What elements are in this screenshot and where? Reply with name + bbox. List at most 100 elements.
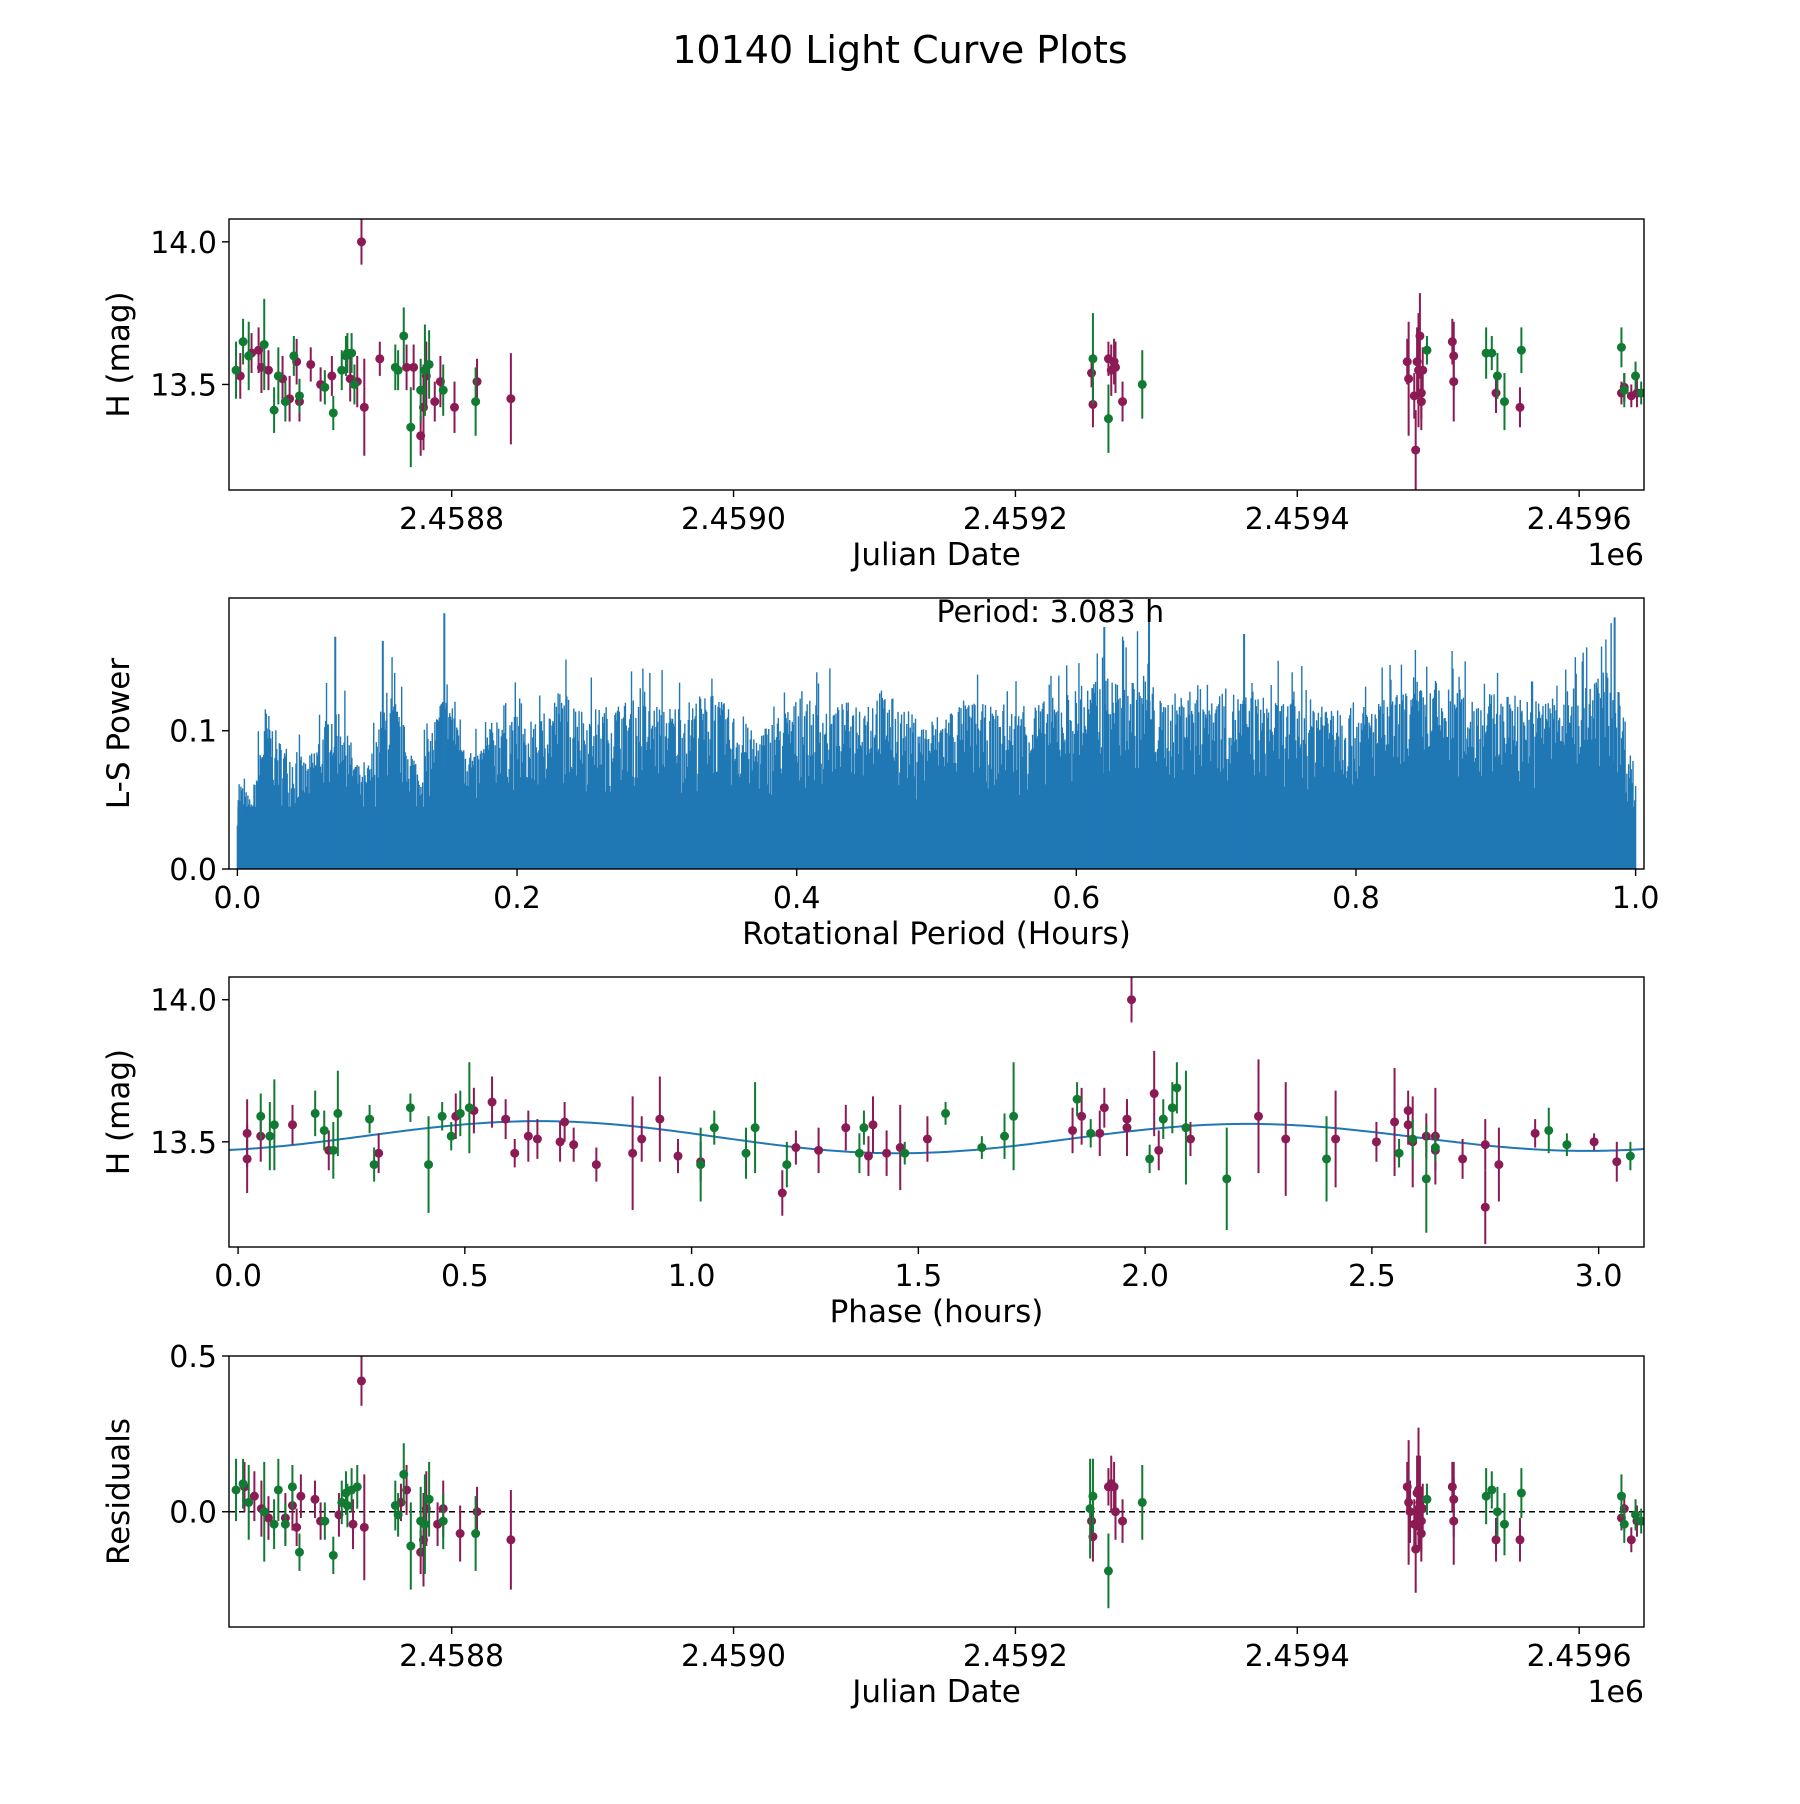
- y-axis-label: H (mag): [101, 291, 137, 417]
- data-point: [1491, 1535, 1501, 1545]
- data-point: [1415, 331, 1425, 341]
- data-point: [841, 1123, 851, 1133]
- data-point: [1390, 1117, 1400, 1127]
- data-point: [328, 1550, 338, 1560]
- data-point: [1636, 388, 1644, 398]
- data-point: [455, 1529, 465, 1539]
- data-point: [328, 408, 338, 418]
- data-point: [1404, 1497, 1414, 1507]
- axes-frame: [228, 976, 1645, 1248]
- data-point: [1612, 1157, 1622, 1167]
- data-point: [472, 1507, 482, 1517]
- axes-frame: [228, 218, 1645, 491]
- data-point: [1616, 1491, 1626, 1501]
- data-point: [1254, 1111, 1264, 1121]
- x-tick-label: 2.4588: [399, 502, 504, 537]
- data-point: [1480, 1202, 1490, 1212]
- y-axis-label: L-S Power: [101, 658, 137, 809]
- data-point: [1371, 1137, 1381, 1147]
- data-point: [231, 1485, 241, 1495]
- data-point: [1137, 379, 1147, 389]
- data-point: [1422, 1494, 1432, 1504]
- data-point: [1422, 345, 1432, 355]
- data-point: [1449, 1494, 1459, 1504]
- data-point: [1492, 371, 1502, 381]
- plot-area: [236, 606, 1637, 869]
- series-green: [256, 1062, 1635, 1233]
- data-point: [1544, 1125, 1554, 1135]
- data-point: [342, 1501, 352, 1511]
- data-point: [941, 1108, 951, 1118]
- data-point: [273, 371, 283, 381]
- data-point: [259, 1507, 269, 1517]
- data-point: [628, 1148, 638, 1158]
- series-purple: [242, 977, 1622, 1245]
- data-point: [406, 1541, 416, 1551]
- y-tick-label: 14.0: [150, 226, 217, 261]
- data-point: [1631, 1510, 1641, 1520]
- data-point: [242, 1154, 252, 1164]
- data-point: [1167, 1103, 1177, 1113]
- data-point: [1515, 402, 1525, 412]
- data-point: [1149, 1089, 1159, 1099]
- data-point: [1181, 1123, 1191, 1133]
- x-axis-label: Julian Date: [850, 537, 1021, 573]
- data-point: [273, 1485, 283, 1495]
- x-tick-label: 1.0: [668, 1259, 716, 1294]
- data-point: [1499, 397, 1509, 407]
- data-point: [506, 1535, 516, 1545]
- data-point: [430, 397, 440, 407]
- data-point: [1616, 342, 1626, 352]
- data-point: [269, 405, 279, 415]
- data-point: [1619, 385, 1629, 395]
- data-point: [449, 402, 459, 412]
- data-point: [1405, 1507, 1415, 1517]
- data-point: [591, 1160, 601, 1170]
- data-point: [244, 351, 254, 361]
- data-point: [1404, 374, 1414, 384]
- data-point: [859, 1123, 869, 1133]
- x-tick-label: 2.4592: [963, 502, 1068, 537]
- data-point: [1402, 357, 1412, 367]
- data-point: [424, 1160, 434, 1170]
- series-green: [231, 298, 1644, 468]
- data-point: [501, 1114, 511, 1124]
- data-point: [791, 1143, 801, 1153]
- data-point: [1185, 1134, 1195, 1144]
- data-point: [347, 348, 357, 358]
- data-point: [1458, 1154, 1468, 1164]
- data-point: [369, 1160, 379, 1170]
- data-point: [438, 1516, 448, 1526]
- data-point: [506, 394, 516, 404]
- x-tick-label: 0.5: [441, 1259, 489, 1294]
- data-point: [238, 337, 248, 347]
- data-point: [1418, 1504, 1428, 1514]
- data-point: [287, 1482, 297, 1492]
- data-point: [655, 1114, 665, 1124]
- x-axis-label: Phase (hours): [830, 1294, 1044, 1330]
- data-point: [292, 1522, 302, 1532]
- data-point: [1589, 1137, 1599, 1147]
- data-point: [1095, 1128, 1105, 1138]
- data-point: [406, 422, 416, 432]
- data-point: [1491, 388, 1501, 398]
- data-point: [1631, 371, 1641, 381]
- data-point: [673, 1151, 683, 1161]
- data-point: [287, 1120, 297, 1130]
- data-point: [280, 397, 290, 407]
- data-point: [238, 1479, 248, 1489]
- data-point: [446, 1131, 456, 1141]
- data-point: [1281, 1134, 1291, 1144]
- data-point: [424, 1494, 434, 1504]
- data-point: [375, 354, 385, 364]
- plot-area: [231, 219, 1644, 490]
- data-point: [1416, 1516, 1426, 1526]
- data-point: [1411, 445, 1421, 455]
- plot-area: [229, 1356, 1644, 1609]
- data-point: [1072, 1094, 1082, 1104]
- x-axis-label: Julian Date: [850, 1674, 1021, 1710]
- data-point: [750, 1123, 760, 1133]
- data-point: [472, 377, 482, 387]
- y-axis-label: H (mag): [101, 1049, 137, 1175]
- x-tick-label: 2.5: [1348, 1259, 1396, 1294]
